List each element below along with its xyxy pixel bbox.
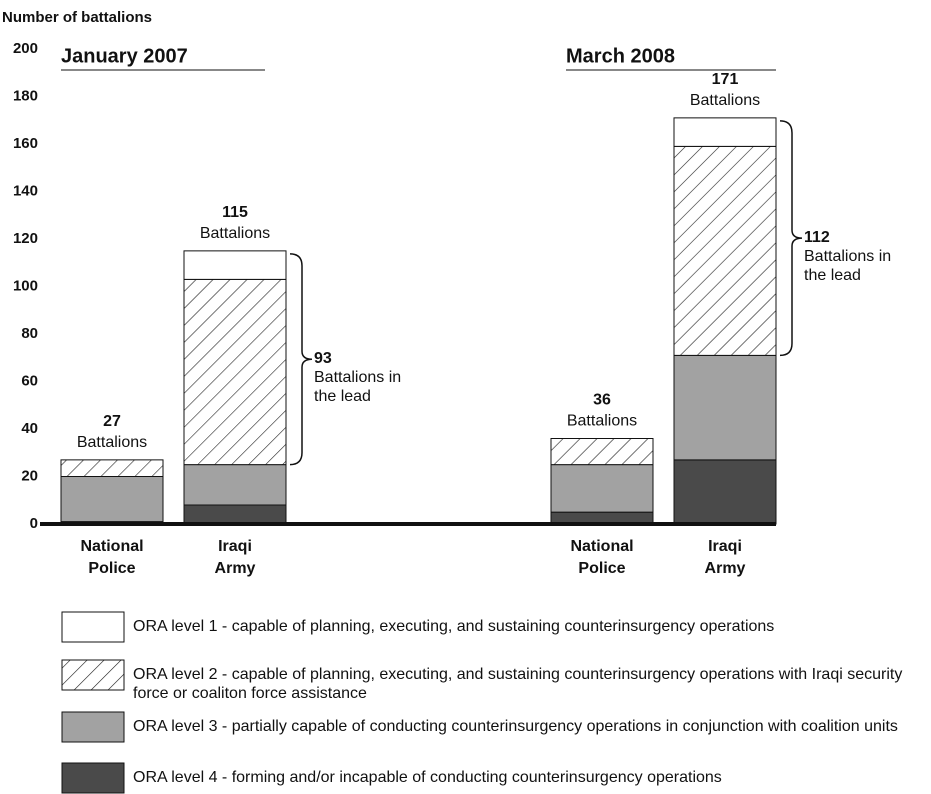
in-lead-label: Battalions in the lead bbox=[314, 369, 402, 406]
bar-segment bbox=[673, 354, 777, 461]
y-tick-label: 60 bbox=[21, 372, 38, 389]
y-tick-label: 160 bbox=[13, 135, 38, 152]
legend-swatch bbox=[61, 611, 125, 643]
y-tick-label: 20 bbox=[21, 467, 38, 484]
in-lead-value: 93 bbox=[314, 350, 332, 368]
total-label: Battalions bbox=[77, 434, 147, 451]
bar-segment bbox=[673, 117, 777, 147]
y-axis-label: Number of battalions bbox=[2, 9, 152, 26]
brace bbox=[779, 120, 803, 357]
y-tick-label: 80 bbox=[21, 325, 38, 342]
y-tick-label: 140 bbox=[13, 182, 38, 199]
y-tick-label: 0 bbox=[30, 515, 38, 532]
in-lead-label: Battalions in the lead bbox=[804, 248, 892, 285]
y-tick-label: 180 bbox=[13, 87, 38, 104]
y-tick-label: 200 bbox=[13, 40, 38, 57]
in-lead-value: 112 bbox=[804, 229, 830, 247]
group-title: March 2008 bbox=[566, 45, 675, 67]
legend-label: ORA level 4 - forming and/or incapable o… bbox=[133, 769, 722, 786]
total-value: 115 bbox=[222, 204, 248, 221]
bar-segment bbox=[60, 476, 164, 523]
bar-segment bbox=[550, 464, 654, 513]
total-label: Battalions bbox=[200, 225, 270, 242]
y-tick-label: 120 bbox=[13, 230, 38, 247]
legend-swatch bbox=[61, 762, 125, 794]
total-label: Battalions bbox=[567, 413, 637, 430]
bar-segment bbox=[673, 459, 777, 525]
bar-segment bbox=[60, 459, 164, 477]
y-tick-label: 100 bbox=[13, 277, 38, 294]
x-tick-label: Iraqi Army bbox=[705, 538, 746, 577]
legend-label: ORA level 2 - capable of planning, execu… bbox=[133, 666, 903, 702]
x-tick-label: National Police bbox=[570, 538, 633, 577]
bar-segment bbox=[183, 250, 287, 280]
bar-segment bbox=[183, 278, 287, 466]
bar-segment bbox=[183, 464, 287, 506]
brace bbox=[289, 253, 313, 466]
legend-swatch bbox=[61, 711, 125, 743]
total-value: 171 bbox=[712, 71, 739, 88]
group-title: January 2007 bbox=[61, 45, 188, 67]
bar-segment bbox=[673, 145, 777, 356]
y-tick-label: 40 bbox=[21, 420, 38, 437]
total-value: 27 bbox=[103, 413, 121, 430]
legend-label: ORA level 3 - partially capable of condu… bbox=[133, 718, 898, 735]
bar-segment bbox=[183, 504, 287, 525]
x-tick-label: National Police bbox=[80, 538, 143, 577]
legend-swatch bbox=[61, 659, 125, 691]
legend-label: ORA level 1 - capable of planning, execu… bbox=[133, 618, 775, 635]
total-label: Battalions bbox=[690, 92, 760, 109]
x-tick-label: Iraqi Army bbox=[215, 538, 256, 577]
total-value: 36 bbox=[593, 392, 611, 409]
bar-segment bbox=[550, 438, 654, 466]
